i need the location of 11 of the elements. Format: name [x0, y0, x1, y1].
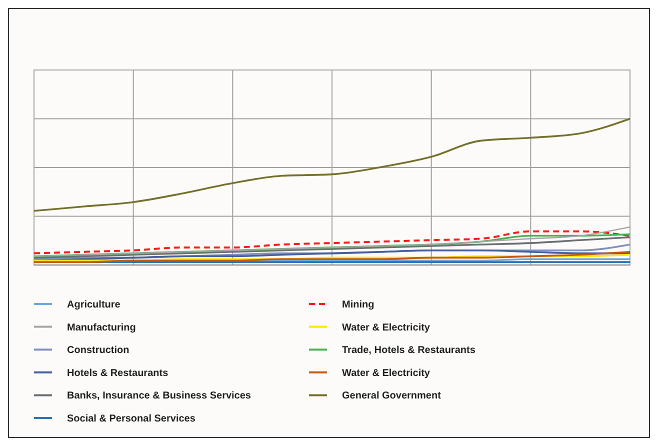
- legend-label: Social & Personal Services: [67, 414, 196, 424]
- legend-label: Manufacturing: [67, 322, 136, 334]
- legend-label: General Government: [342, 390, 442, 402]
- legend-label: Water & Electricity: [342, 368, 430, 379]
- legend-label: Trade, Hotels & Restaurants: [342, 345, 476, 356]
- legend-label: Banks, Insurance & Business Services: [67, 390, 252, 402]
- legend-label: Construction: [67, 345, 130, 356]
- legend-label: Hotels & Restaurants: [67, 368, 169, 379]
- legend-label: Water & Electricity: [342, 322, 430, 334]
- legend-label: Agriculture: [67, 300, 121, 310]
- legend-label: Mining: [342, 300, 374, 310]
